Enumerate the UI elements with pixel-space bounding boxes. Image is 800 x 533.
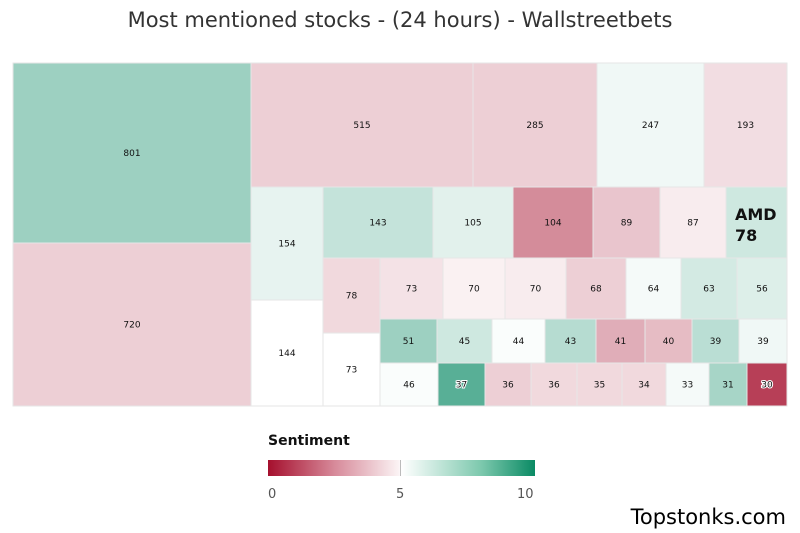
treemap-cell-label: 247 [642,121,659,131]
treemap-cell [12,62,252,244]
treemap-cell-label: 37 [456,381,467,391]
treemap-cell-label: 56 [756,285,768,295]
treemap-cell [665,362,710,407]
treemap-cell [530,362,578,407]
treemap-cell [250,299,324,407]
treemap-cell-label: 30 [761,381,773,391]
treemap-cell-label: 39 [757,337,769,347]
treemap-cell-label: 35 [594,381,605,391]
treemap-cell-label: 43 [565,337,576,347]
legend-color-scale [268,460,535,476]
treemap-cell [379,257,444,320]
treemap-cell-label: 70 [468,285,480,295]
treemap-cell [625,257,682,320]
treemap-cell-label: 36 [548,381,560,391]
treemap-cell-label: 73 [406,285,417,295]
treemap-cell-label: 44 [513,337,525,347]
treemap-cell [659,186,727,259]
treemap-cell [432,186,514,259]
treemap-cell [491,318,546,364]
treemap-cell [250,186,324,301]
treemap-cell-label: 63 [703,285,714,295]
treemap-cell-ticker: AMD [735,205,777,224]
treemap-cell-label: 720 [123,321,140,331]
treemap-cell [736,257,788,320]
treemap-cell-label: 51 [403,337,414,347]
treemap-cell-label: 89 [621,219,633,229]
treemap-cell [504,257,567,320]
treemap-cell [436,318,493,364]
legend-tick-max: 10 [517,487,534,502]
treemap-cell-label: 68 [590,285,602,295]
treemap-cell [250,62,474,188]
treemap-cell-label: 34 [638,381,650,391]
treemap-cell-label: 46 [403,381,415,391]
treemap-cell [437,362,486,407]
treemap-cell [322,186,434,259]
treemap-cell [644,318,693,364]
treemap-cell-label: 36 [502,381,514,391]
treemap-cell [725,186,788,259]
treemap-cell [738,318,788,364]
treemap-cell [12,242,252,407]
treemap-cell-label: 33 [682,381,693,391]
treemap-cell-label: 87 [687,219,698,229]
treemap-cell [472,62,598,188]
treemap-cell-label: 78 [346,292,358,302]
treemap-cell-label: 285 [526,121,543,131]
treemap-cell-label: 39 [710,337,722,347]
treemap-cell-label: 144 [278,349,295,359]
treemap-cell [442,257,506,320]
treemap-cell-label: 105 [464,219,481,229]
treemap-cell [708,362,748,407]
treemap-cell-label: 41 [615,337,626,347]
treemap-cell [680,257,738,320]
treemap-cell [592,186,661,259]
treemap-cell-label: 45 [459,337,470,347]
treemap-cell-label: 104 [544,219,561,229]
treemap-cell-label: 64 [648,285,660,295]
brand-watermark: Topstonks.com [630,505,786,529]
legend-title: Sentiment [268,433,350,449]
treemap-cell [565,257,627,320]
treemap-cell [691,318,740,364]
treemap-cell [322,257,381,334]
treemap-cell [322,332,381,407]
legend-midpoint-marker [400,460,401,476]
treemap-cell-label: 154 [278,240,295,250]
treemap-cell-label: 193 [737,121,754,131]
treemap-cell-label: 70 [530,285,542,295]
treemap-cell-label: 515 [353,121,370,131]
legend-tick-mid: 5 [396,487,405,502]
treemap-cell [379,318,438,364]
treemap-cell [746,362,788,407]
treemap-cell-label: 73 [346,366,357,376]
chart-title: Most mentioned stocks - (24 hours) - Wal… [127,8,673,32]
treemap-cell-label: 143 [369,219,386,229]
legend-tick-min: 0 [268,487,277,502]
treemap-cell-label: 40 [663,337,675,347]
treemap-cell-label: 31 [722,381,733,391]
treemap-cell-label: 801 [123,149,140,159]
treemap-cell-value: 78 [735,226,757,245]
treemap-cell [621,362,667,407]
